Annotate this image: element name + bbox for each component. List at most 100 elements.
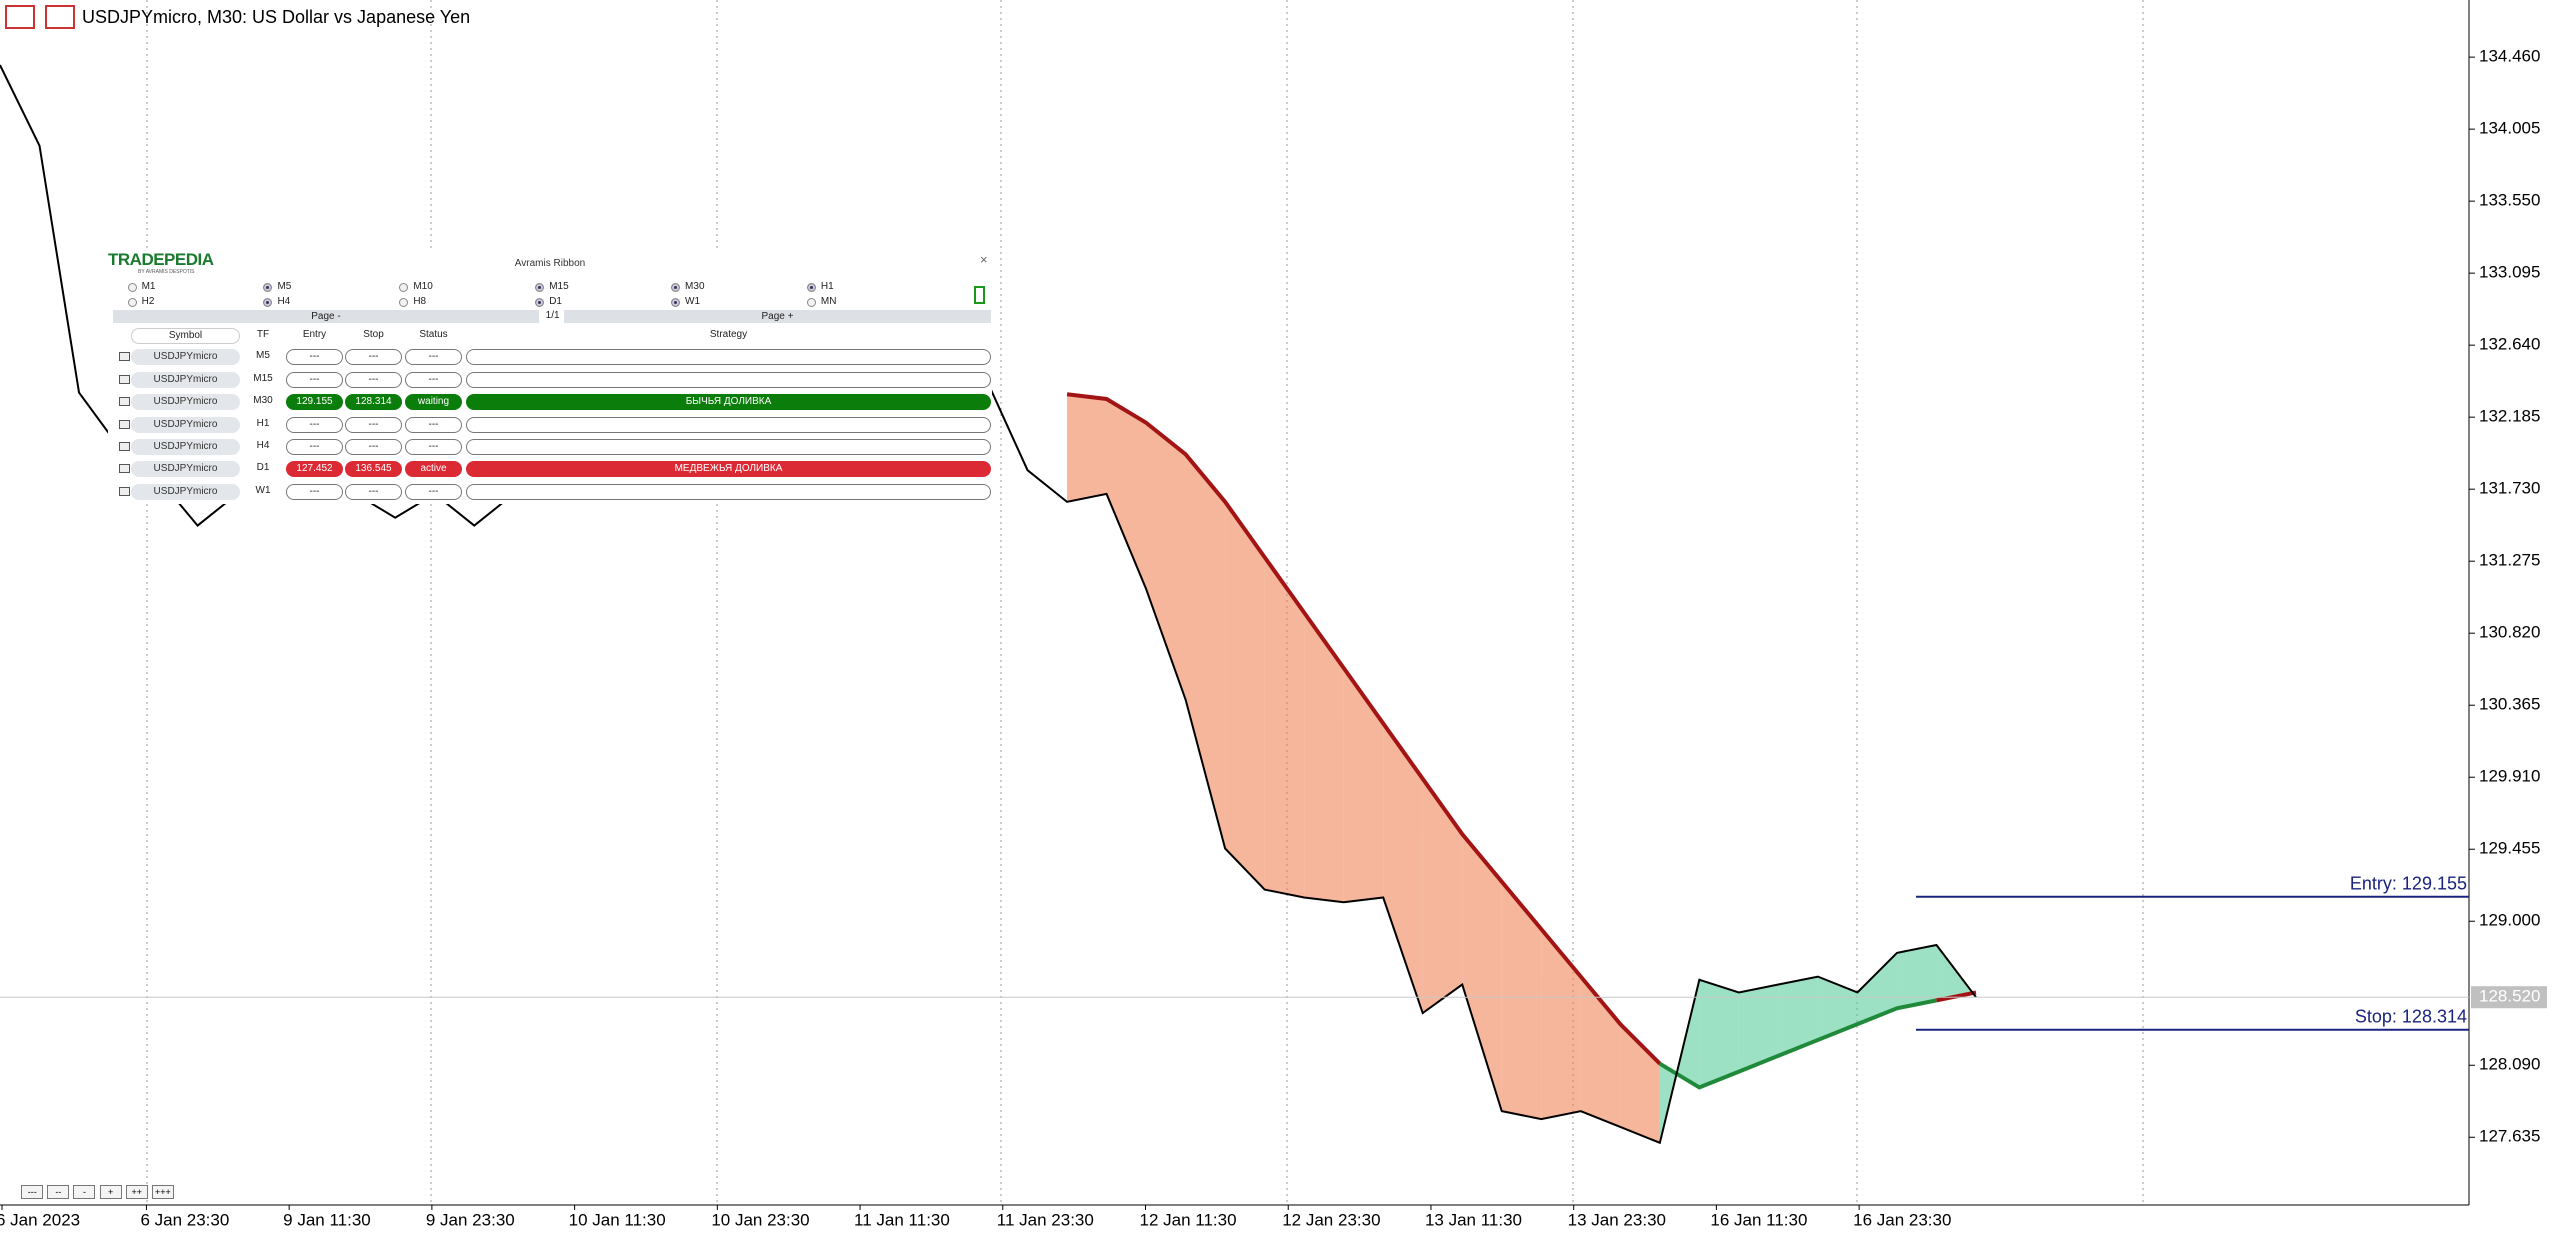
timeframe-label: H2 bbox=[141, 296, 155, 307]
cell-stop: 136.545 bbox=[345, 461, 402, 478]
timeframe-radio[interactable] bbox=[127, 298, 137, 307]
timeframe-label: MN bbox=[820, 296, 837, 307]
ribbon-fill bbox=[1225, 501, 1265, 890]
ribbon-fill bbox=[1462, 834, 1502, 1112]
cell-status: --- bbox=[405, 349, 462, 366]
cell-tf: W1 bbox=[245, 483, 281, 500]
timeframe-radio[interactable] bbox=[263, 283, 273, 292]
cell-stop: 128.314 bbox=[345, 394, 402, 411]
page-next[interactable]: Page + bbox=[563, 310, 992, 323]
y-tick-label: 130.820 bbox=[2479, 623, 2540, 642]
x-tick-label: 13 Jan 11:30 bbox=[1425, 1210, 1522, 1229]
cell-status: --- bbox=[405, 416, 462, 433]
y-tick-label: 132.185 bbox=[2479, 407, 2540, 426]
cell-stop: --- bbox=[345, 438, 402, 455]
row-icon bbox=[119, 464, 130, 474]
zoom-button[interactable]: +++ bbox=[151, 1185, 174, 1199]
ribbon-fill bbox=[1343, 668, 1384, 903]
x-tick-label: 16 Jan 11:30 bbox=[1710, 1210, 1807, 1229]
cell-symbol: USDJPYmicro bbox=[131, 483, 240, 500]
ribbon-fill bbox=[1738, 984, 1779, 1072]
cell-entry: 127.452 bbox=[286, 461, 343, 478]
timeframe-radio[interactable] bbox=[399, 298, 409, 307]
cell-entry: 129.155 bbox=[286, 394, 343, 411]
zoom-button[interactable]: + bbox=[99, 1185, 122, 1199]
ribbon-fill bbox=[1264, 557, 1305, 898]
timeframe-label: H1 bbox=[820, 281, 834, 292]
x-tick-label: 10 Jan 11:30 bbox=[569, 1210, 666, 1229]
cell-status: --- bbox=[405, 438, 462, 455]
y-tick-label: 129.910 bbox=[2479, 767, 2540, 786]
ribbon-fill bbox=[1778, 976, 1818, 1056]
timeframe-radio[interactable] bbox=[671, 283, 681, 292]
zoom-button[interactable]: ++ bbox=[125, 1185, 148, 1199]
timeframe-label: M30 bbox=[685, 281, 705, 292]
timeframe-radio[interactable] bbox=[399, 283, 409, 292]
zoom-button[interactable]: --- bbox=[21, 1185, 44, 1199]
row-icon bbox=[119, 486, 130, 496]
ribbon-fill bbox=[1501, 881, 1542, 1120]
level-label: Entry: 129.155 bbox=[2350, 873, 2467, 893]
x-tick-label: 6 Jan 23:30 bbox=[140, 1210, 229, 1229]
ribbon-fill bbox=[1106, 398, 1147, 589]
ribbon-line bbox=[1658, 998, 1937, 1090]
cell-strategy bbox=[466, 349, 991, 366]
x-tick-label: 13 Jan 23:30 bbox=[1568, 1210, 1666, 1229]
y-tick-label: 133.095 bbox=[2479, 263, 2540, 282]
timeframe-radio[interactable] bbox=[535, 283, 545, 292]
ribbon-fill bbox=[1067, 394, 1107, 502]
x-tick-label: 12 Jan 23:30 bbox=[1282, 1210, 1380, 1229]
cell-strategy bbox=[466, 483, 991, 500]
timeframe-label: M15 bbox=[549, 281, 569, 292]
row-icon bbox=[119, 397, 130, 407]
cell-symbol: USDJPYmicro bbox=[131, 461, 240, 478]
ribbon-fill bbox=[1817, 976, 1858, 1040]
column-header: Stop bbox=[363, 329, 384, 340]
icon bbox=[45, 5, 75, 29]
ribbon-fill bbox=[1541, 929, 1581, 1120]
timeframe-label: W1 bbox=[685, 296, 701, 307]
page-prev[interactable]: Page - bbox=[112, 310, 540, 323]
ribbon-line bbox=[1066, 392, 1662, 1066]
cell-tf: M5 bbox=[245, 349, 281, 366]
cell-symbol: USDJPYmicro bbox=[131, 394, 240, 411]
row-icon bbox=[119, 374, 130, 384]
cell-tf: D1 bbox=[245, 461, 281, 478]
ribbon-fill bbox=[1699, 979, 1739, 1088]
timeframe-radio[interactable] bbox=[806, 298, 816, 307]
cell-tf: M15 bbox=[245, 371, 281, 388]
cell-status: waiting bbox=[405, 394, 462, 411]
column-header: Status bbox=[419, 329, 448, 340]
timeframe-radio[interactable] bbox=[806, 283, 816, 292]
ribbon-fill bbox=[1620, 1024, 1660, 1143]
ribbon-fill bbox=[1146, 422, 1186, 700]
timeframe-radio[interactable] bbox=[535, 298, 545, 307]
zoom-button[interactable]: -- bbox=[47, 1185, 70, 1199]
cell-symbol: USDJPYmicro bbox=[131, 349, 240, 366]
x-tick-label: 9 Jan 23:30 bbox=[426, 1210, 515, 1229]
column-header: Symbol bbox=[131, 328, 240, 344]
close-button[interactable]: × bbox=[980, 252, 988, 267]
y-tick-label: 132.640 bbox=[2479, 335, 2540, 354]
current-price-box bbox=[2471, 986, 2547, 1009]
timeframe-radio[interactable] bbox=[263, 298, 273, 307]
cell-strategy bbox=[466, 371, 991, 388]
x-tick-label: 11 Jan 23:30 bbox=[997, 1210, 1094, 1229]
zoom-button[interactable]: - bbox=[73, 1185, 96, 1199]
timeframe-label: M5 bbox=[277, 281, 292, 292]
timeframe-radio[interactable] bbox=[127, 283, 137, 292]
cell-status: --- bbox=[405, 371, 462, 388]
page-info: 1/1 bbox=[545, 310, 560, 321]
cell-tf: H1 bbox=[245, 416, 281, 433]
timeframe-radio[interactable] bbox=[671, 298, 681, 307]
cell-stop: --- bbox=[345, 416, 402, 433]
cell-strategy: МЕДВЕЖЬЯ ДОЛИВКА bbox=[466, 461, 991, 478]
cell-stop: --- bbox=[345, 371, 402, 388]
cell-status: --- bbox=[405, 483, 462, 500]
y-tick-label: 129.455 bbox=[2479, 839, 2540, 858]
x-tick-label: 11 Jan 11:30 bbox=[854, 1210, 950, 1229]
x-tick-label: 9 Jan 11:30 bbox=[283, 1210, 371, 1229]
x-tick-label: 12 Jan 11:30 bbox=[1140, 1210, 1237, 1229]
